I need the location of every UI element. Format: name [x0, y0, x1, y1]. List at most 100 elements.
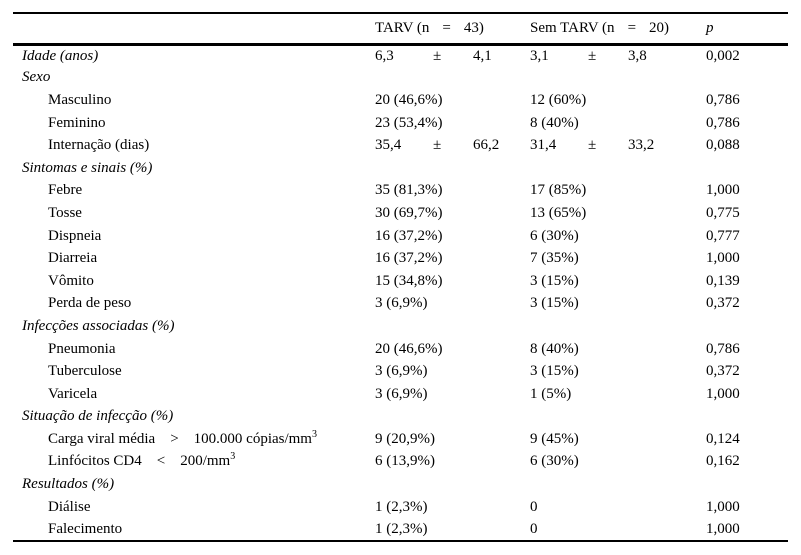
mean-value: 31,4: [530, 137, 557, 154]
row-label: Internação (dias): [48, 137, 150, 154]
p-value: [706, 406, 788, 429]
tarv-value: 16 (37,2%): [375, 227, 443, 244]
table-row: Masculino 20 (46,6%) 12 (60%) 0,786: [13, 89, 788, 112]
tarv-value: 16 (37,2%): [375, 250, 443, 267]
sd-value: 3,8: [628, 47, 647, 64]
tarv-value: 6 (13,9%): [375, 453, 435, 470]
sem-tarv-value: [530, 473, 706, 496]
comparison-table: TARV (n = 43) Sem TARV (n = 20) p Idade (ano…: [13, 12, 788, 543]
table-row: Falecimento 1 (2,3%) 0 1,000: [13, 518, 788, 543]
row-label: Pneumonia: [48, 340, 116, 357]
sem-tarv-value: 8 (40%): [530, 340, 579, 357]
sem-tarv-value: 7 (35%): [530, 250, 579, 267]
table-row: Varicela 3 (6,9%) 1 (5%) 1,000: [13, 383, 788, 406]
table-row: Sexo: [13, 67, 788, 90]
header-tarv-cell: TARV (n = 43): [375, 12, 530, 46]
row-label-operator: >: [170, 430, 179, 447]
table-row: Diarreia 16 (37,2%) 7 (35%) 1,000: [13, 247, 788, 270]
sem-tarv-value: 3 (15%): [530, 295, 579, 312]
p-value: 0,786: [706, 114, 740, 131]
row-label: Idade (anos): [22, 47, 99, 64]
sem-tarv-value: 3 (15%): [530, 272, 579, 289]
sem-tarv-value: 13 (65%): [530, 204, 587, 221]
tarv-value: 3 (6,9%): [375, 363, 428, 380]
p-value: 0,372: [706, 295, 740, 312]
sem-tarv-value: 0: [530, 498, 538, 515]
table-row: Carga viral média >100.000 cópias/mm3 9 (2…: [13, 428, 788, 451]
tarv-value: 23 (53,4%): [375, 114, 443, 131]
row-label-value: 200/mm: [180, 453, 231, 470]
row-label: Carga viral média >100.000 cópias/mm3: [13, 428, 375, 451]
sem-tarv-value: 8 (40%): [530, 114, 579, 131]
row-label: Sexo: [22, 69, 51, 86]
row-label: Tuberculose: [48, 363, 122, 380]
row-label: Febre: [48, 182, 83, 199]
row-label-operator: <: [156, 453, 166, 470]
table-row: Sintomas e sinais (%): [13, 157, 788, 180]
header-tarv-n: 43): [463, 19, 484, 36]
tarv-value: [375, 473, 530, 496]
sem-tarv-value: [530, 315, 706, 338]
table-header: TARV (n = 43) Sem TARV (n = 20) p: [13, 12, 788, 46]
p-value: 1,000: [706, 250, 740, 267]
table-row: Tuberculose 3 (6,9%) 3 (15%) 0,372: [13, 360, 788, 383]
row-label: Situação de infecção (%): [22, 408, 174, 425]
header-sem-tarv-prefix: Sem TARV (n: [530, 19, 615, 36]
row-label: Feminino: [48, 114, 106, 131]
p-value: 0,124: [706, 430, 740, 447]
table-row: Dispneia 16 (37,2%) 6 (30%) 0,777: [13, 225, 788, 248]
p-value: 0,162: [706, 453, 740, 470]
row-label: Tosse: [48, 204, 82, 221]
tarv-value: 9 (20,9%): [375, 430, 435, 447]
row-label: Dispneia: [48, 227, 102, 244]
sd-value: 66,2: [473, 137, 500, 154]
tarv-value: 30 (69,7%): [375, 204, 443, 221]
row-label: Masculino: [48, 91, 112, 108]
p-value: 0,777: [706, 227, 740, 244]
sem-tarv-value: 0: [530, 518, 706, 543]
row-label: Perda de peso: [48, 295, 132, 312]
row-label: Falecimento: [13, 518, 375, 543]
table-row: Tosse 30 (69,7%) 13 (65%) 0,775: [13, 202, 788, 225]
p-value: 0,002: [706, 47, 740, 64]
row-label: Resultados (%): [22, 476, 115, 493]
tarv-value: [375, 67, 530, 90]
p-value: [706, 157, 788, 180]
sem-tarv-value: 3 (15%): [530, 363, 579, 380]
row-label-text: Linfócitos CD4: [48, 453, 142, 470]
sem-tarv-value: 6 (30%): [530, 227, 579, 244]
table-body: Idade (anos) 6,3 ±4,1 3,1 ±3,8 0,002 Sexo Mascu…: [13, 44, 788, 543]
header-sem-tarv-cell: Sem TARV (n = 20): [530, 12, 706, 46]
tarv-value: 20 (46,6%): [375, 340, 443, 357]
header-p-cell: p: [706, 12, 788, 46]
row-label: Diálise: [48, 498, 91, 515]
p-value: 0,139: [706, 272, 740, 289]
p-value: 1,000: [706, 385, 740, 402]
tarv-value: 35,4 ±66,2: [375, 134, 530, 157]
sem-tarv-value: 3,1 ±3,8: [530, 44, 706, 67]
plus-minus-sign: ±: [588, 47, 597, 64]
p-value: 0,786: [706, 91, 740, 108]
table-row: Linfócitos CD4 <200/mm3 6 (13,9%) 6 (30%) 0,…: [13, 451, 788, 474]
table-row: Diálise 1 (2,3%) 0 1,000: [13, 496, 788, 519]
row-label: Varicela: [48, 385, 98, 402]
tarv-value: 3 (6,9%): [375, 295, 428, 312]
plus-minus-sign: ±: [433, 47, 442, 64]
row-label: Vômito: [48, 272, 94, 289]
sem-tarv-value: 6 (30%): [530, 453, 579, 470]
tarv-value: 15 (34,8%): [375, 272, 443, 289]
mean-value: 3,1: [530, 47, 549, 64]
p-value: [706, 67, 788, 90]
p-value: 1,000: [706, 182, 740, 199]
row-label: Linfócitos CD4 <200/mm3: [13, 451, 375, 474]
sem-tarv-value: 9 (45%): [530, 430, 579, 447]
row-label-text: Carga viral média: [48, 430, 156, 447]
table-row: Infecções associadas (%): [13, 315, 788, 338]
mean-value: 6,3: [375, 47, 394, 64]
tarv-value: [375, 157, 530, 180]
p-value: 0,775: [706, 204, 740, 221]
tarv-value: 1 (2,3%): [375, 518, 530, 543]
table-row: Internação (dias) 35,4 ±66,2 31,4 ±33,2 0,088: [13, 134, 788, 157]
p-value: [706, 315, 788, 338]
plus-minus-sign: ±: [588, 137, 597, 154]
